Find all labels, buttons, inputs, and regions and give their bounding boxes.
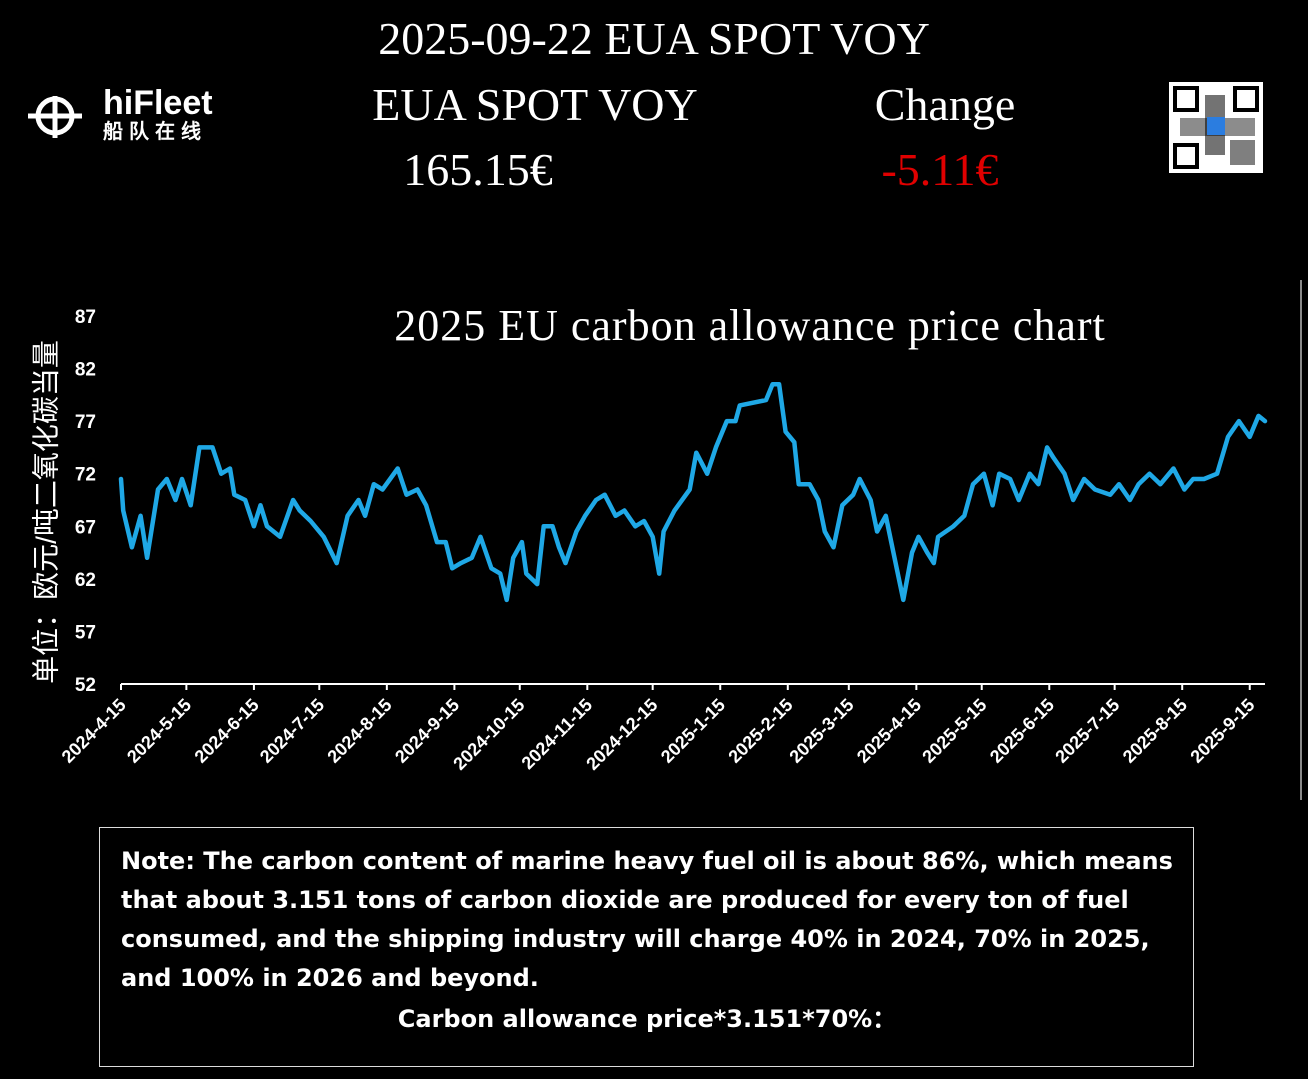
- qr-finder: [1173, 143, 1199, 169]
- y-axis-label: 单位：欧元/吨二氧化碳当量: [30, 340, 61, 684]
- note-formula: Carbon allowance price*3.151*70%：: [397, 1005, 897, 1033]
- y-tick-label: 87: [75, 307, 96, 328]
- y-tick-label: 62: [75, 570, 96, 591]
- x-tick-label: 2025-9-15: [1186, 695, 1258, 767]
- qr-modules: [1230, 140, 1255, 165]
- note-box: Note: The carbon content of marine heavy…: [99, 827, 1194, 1067]
- x-tick-label: 2024-5-15: [123, 695, 195, 767]
- logo: hiFleet 船队在线: [28, 84, 213, 143]
- x-tick-label: 2025-8-15: [1119, 695, 1191, 767]
- x-tick-label: 2024-8-15: [323, 695, 395, 767]
- page-title: 2025-09-22 EUA SPOT VOY: [378, 13, 930, 64]
- x-tick-label: 2025-6-15: [986, 695, 1058, 767]
- x-tick-label: 2024-4-15: [58, 695, 130, 767]
- y-tick-label: 52: [75, 675, 96, 696]
- x-tick-label: 2024-10-15: [449, 695, 528, 774]
- x-tick-label: 2025-4-15: [853, 695, 925, 767]
- y-tick-label: 77: [75, 412, 96, 433]
- qr-finder: [1233, 86, 1259, 112]
- x-tick-label: 2025-2-15: [724, 695, 796, 767]
- logo-text: hiFleet: [103, 84, 213, 122]
- logo-subtext: 船队在线: [103, 119, 207, 143]
- qr-logo: [1207, 117, 1225, 135]
- y-tick-label: 57: [75, 622, 96, 643]
- x-tick-label: 2025-7-15: [1051, 695, 1123, 767]
- x-tick-label: 2024-6-15: [191, 695, 263, 767]
- y-tick-label: 82: [75, 360, 96, 381]
- price-label: EUA SPOT VOY: [372, 79, 697, 130]
- price-line: [118, 382, 1268, 603]
- x-tick-label: 2024-12-15: [582, 695, 661, 774]
- x-tick-label: 2025-5-15: [918, 695, 990, 767]
- qr-finder: [1173, 86, 1199, 112]
- change: -5.11€: [881, 144, 998, 195]
- change-label: Change: [875, 79, 1016, 130]
- x-tick-label: 2024-7-15: [256, 695, 328, 767]
- note-text: Note: The carbon content of marine heavy…: [121, 847, 1173, 992]
- chart-title: 2025 EU carbon allowance price chart: [394, 301, 1106, 350]
- x-tick-label: 2025-1-15: [657, 695, 729, 767]
- x-tick-label: 2025-3-15: [785, 695, 857, 767]
- y-tick-label: 72: [75, 465, 96, 486]
- price: 165.15€: [403, 144, 553, 195]
- y-tick-label: 67: [75, 517, 96, 538]
- qr-code: [1169, 82, 1263, 173]
